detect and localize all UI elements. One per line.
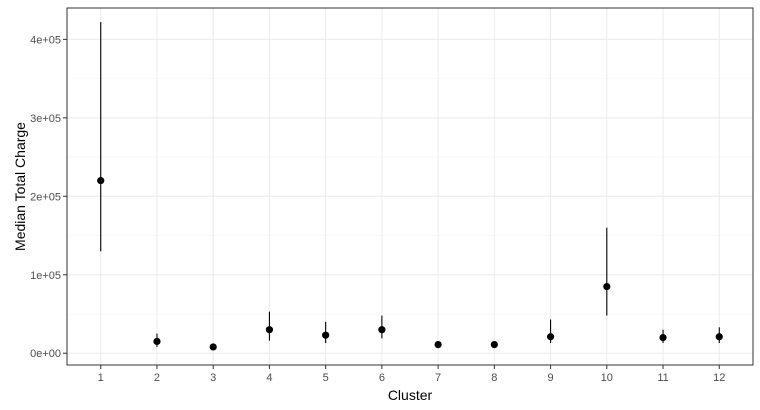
panel-border	[66, 7, 754, 366]
data-point	[265, 326, 274, 334]
x-tick-label: 6	[379, 372, 385, 384]
x-tick-label: 11	[657, 372, 668, 384]
x-tick-label: 9	[548, 372, 554, 384]
y-axis-ticks: 0e+00 1e+05 2e+05 3e+05 4e+05	[30, 34, 67, 360]
x-tick-label: 8	[491, 372, 497, 384]
data-points	[97, 177, 723, 351]
y-axis-title: Median Total Charge	[12, 122, 28, 251]
data-point	[153, 337, 161, 346]
data-point	[715, 333, 723, 341]
data-point	[378, 326, 386, 334]
x-tick-label: 3	[210, 372, 216, 384]
y-tick-label: 2e+05	[30, 191, 61, 203]
y-tick-label: 3e+05	[30, 113, 61, 125]
data-point	[659, 333, 667, 342]
data-point	[546, 333, 555, 341]
data-point	[603, 282, 611, 291]
y-tick-label: 1e+05	[30, 270, 61, 282]
x-tick-label: 2	[154, 372, 160, 384]
x-axis-ticks: 1 2 3 4 5 6 7 8 9 10 11 12	[98, 365, 725, 384]
y-tick-label: 4e+05	[30, 34, 61, 46]
data-point	[322, 331, 330, 339]
x-tick-label: 10	[601, 372, 613, 384]
data-point	[434, 341, 442, 349]
x-tick-label: 1	[98, 372, 104, 384]
grid	[67, 8, 753, 365]
x-tick-label: 12	[713, 372, 725, 384]
y-tick-label: 0e+00	[30, 348, 61, 360]
x-tick-label: 5	[323, 372, 329, 384]
x-tick-label: 4	[266, 372, 272, 384]
data-point	[97, 177, 105, 185]
x-axis-title: Cluster	[388, 387, 433, 403]
x-tick-label: 7	[435, 372, 441, 384]
data-point	[209, 343, 217, 351]
data-point	[490, 341, 498, 349]
